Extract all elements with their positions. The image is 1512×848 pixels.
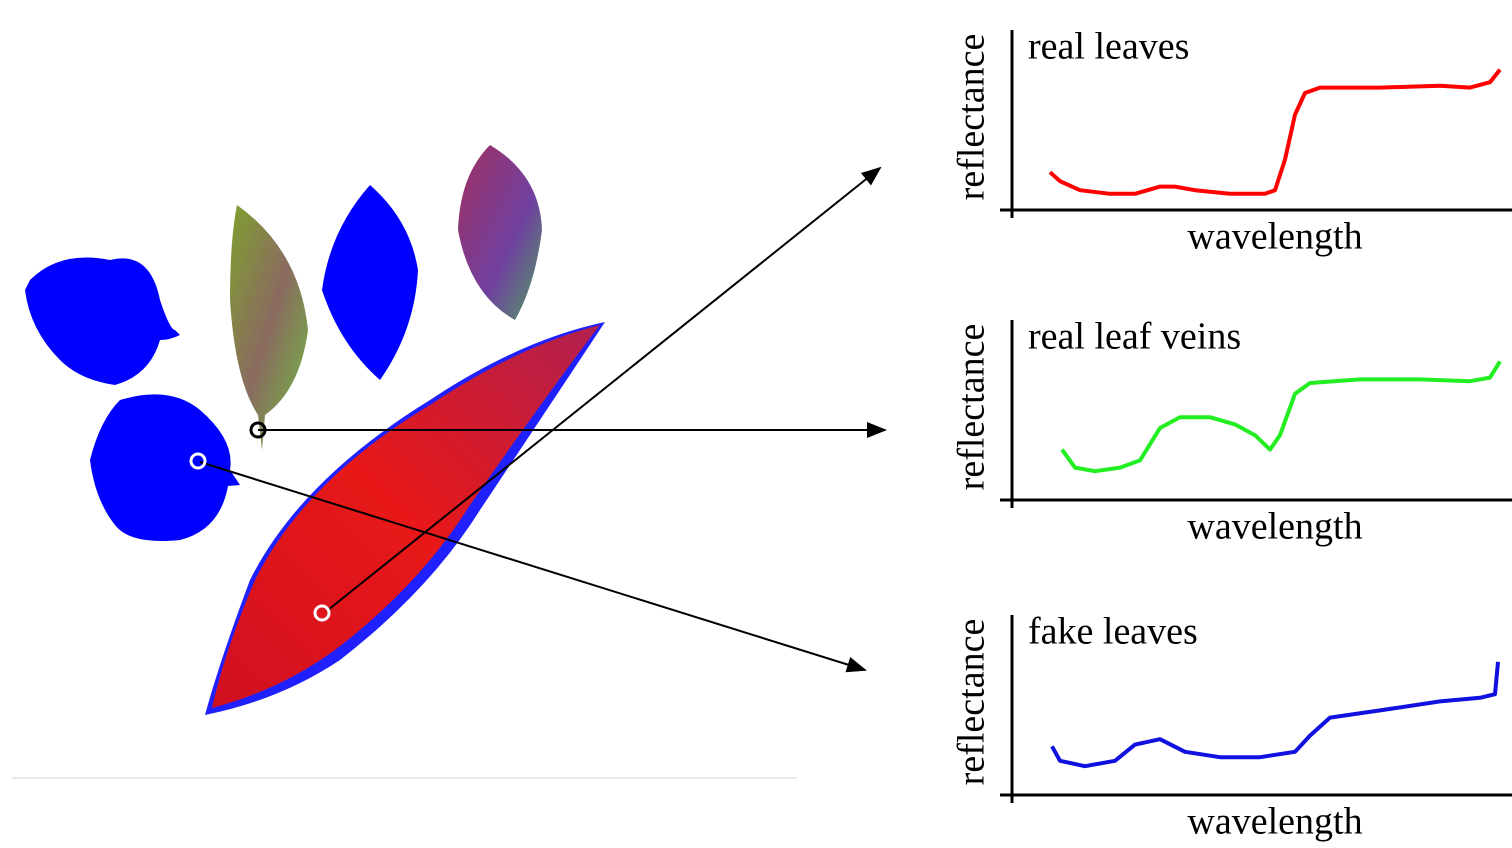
- x-axis-label: wavelength: [1187, 216, 1362, 258]
- chart-title: real leaves: [1028, 26, 1189, 68]
- chart-title: fake leaves: [1028, 611, 1198, 653]
- x-axis-label: wavelength: [1187, 506, 1362, 548]
- y-axis-label: reflectance: [951, 619, 993, 786]
- x-axis-label: wavelength: [1187, 801, 1362, 843]
- y-axis-label: reflectance: [951, 324, 993, 491]
- spectrum-line: [1050, 70, 1500, 194]
- y-axis-label: reflectance: [951, 34, 993, 201]
- leaf-image: [12, 145, 797, 778]
- figure: real leaves wavelength reflectance real lea…: [0, 0, 1512, 848]
- chart-title: real leaf veins: [1028, 316, 1241, 358]
- spectrum-line: [1062, 361, 1500, 471]
- spectrum-line: [1052, 662, 1498, 766]
